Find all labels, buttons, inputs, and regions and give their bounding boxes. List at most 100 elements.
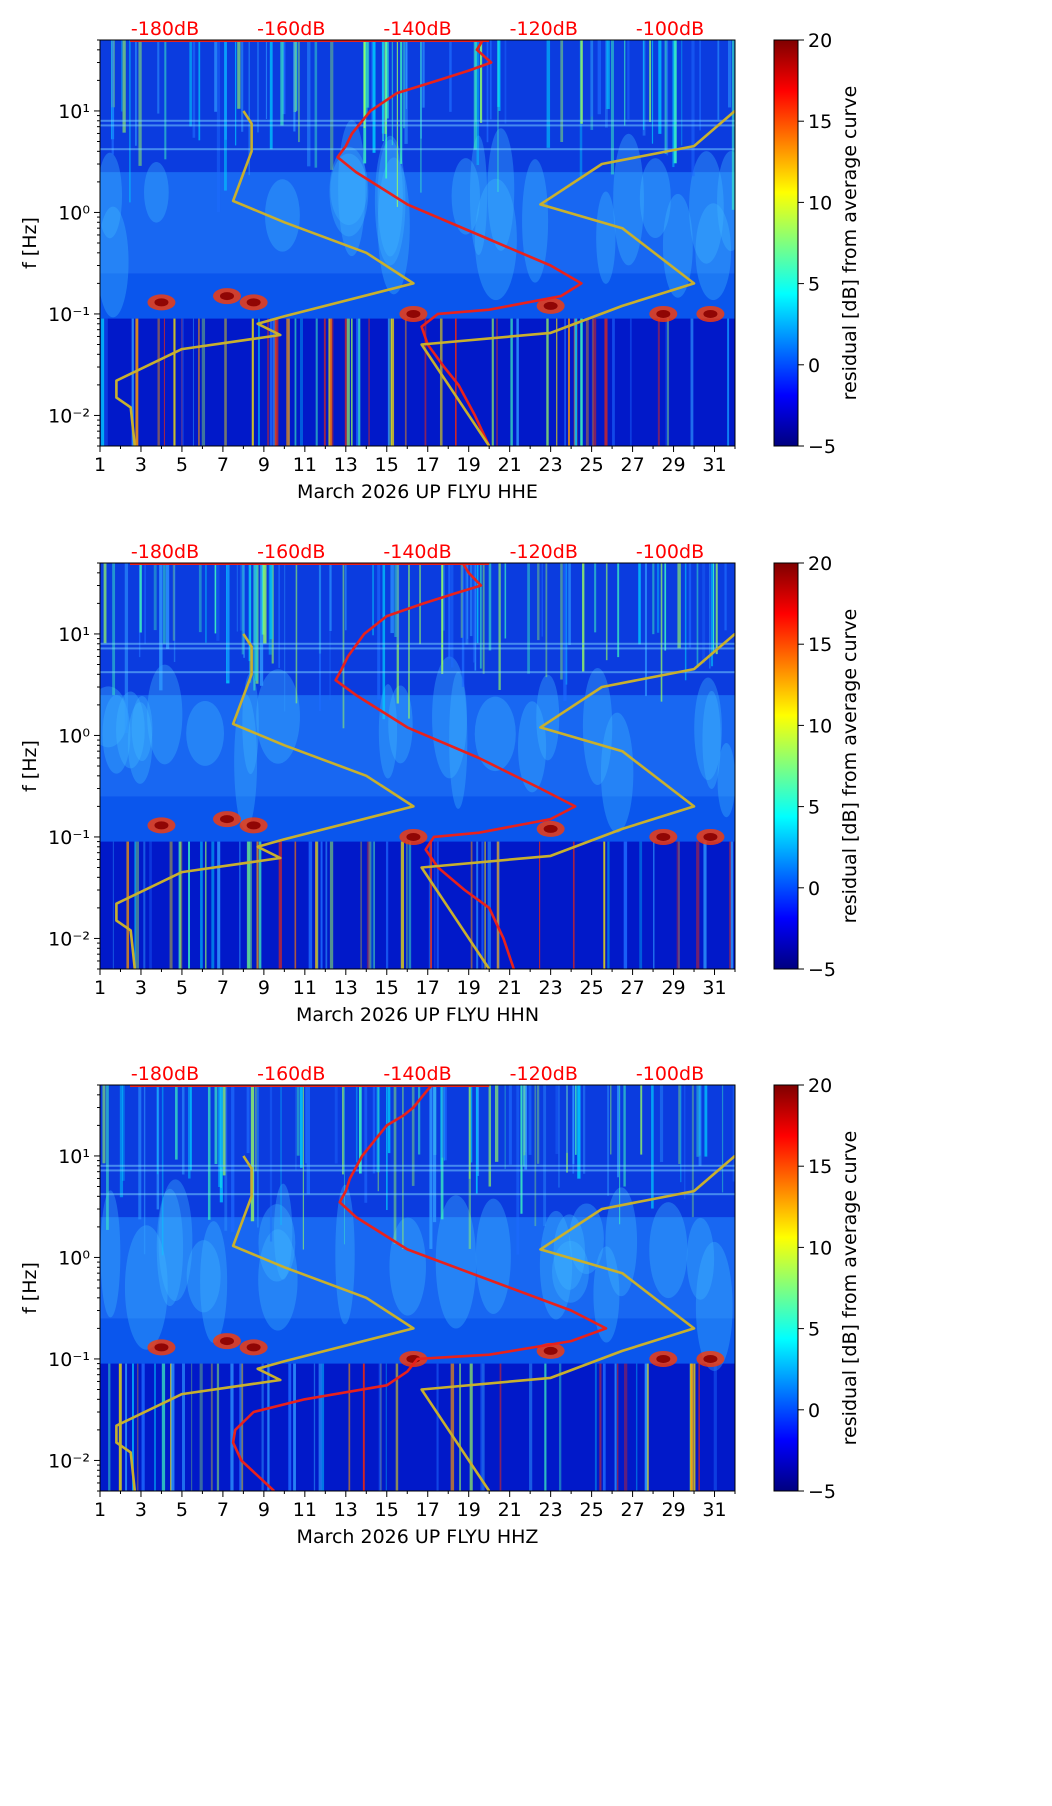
spectral-streak bbox=[161, 1363, 166, 1491]
spectral-streak bbox=[585, 318, 589, 446]
spectral-streak bbox=[498, 40, 501, 111]
spectral-streak bbox=[400, 841, 404, 969]
spectral-streak bbox=[555, 1085, 559, 1154]
spectral-streak bbox=[681, 40, 683, 146]
spectral-streak bbox=[476, 40, 480, 166]
spectral-streak bbox=[516, 318, 519, 446]
spectral-streak bbox=[179, 841, 183, 969]
noise-plume bbox=[389, 1217, 426, 1316]
db-scale-label: -120dB bbox=[510, 18, 578, 40]
x-tick-label: 15 bbox=[375, 1499, 399, 1521]
noise-plume bbox=[596, 191, 616, 284]
noise-plume bbox=[156, 1188, 184, 1307]
x-tick-label: 19 bbox=[457, 977, 481, 999]
spectral-streak bbox=[214, 563, 217, 634]
spectral-streak bbox=[691, 40, 695, 177]
spectral-streak bbox=[422, 40, 425, 108]
spectral-streak bbox=[100, 318, 105, 446]
colorbar bbox=[773, 562, 799, 970]
spectral-streak bbox=[299, 318, 303, 446]
spectral-streak bbox=[305, 1085, 308, 1164]
spectral-streak bbox=[536, 1085, 540, 1164]
spectral-streak bbox=[325, 841, 328, 969]
band-high bbox=[100, 40, 735, 173]
noise-plume bbox=[377, 139, 403, 257]
microseism-core bbox=[656, 832, 671, 841]
spectral-streak bbox=[724, 563, 727, 631]
spectral-streak bbox=[182, 1363, 185, 1491]
noise-plume bbox=[694, 677, 722, 781]
spectral-streak bbox=[172, 563, 176, 641]
spectral-streak bbox=[386, 1085, 388, 1211]
spectral-streak bbox=[406, 841, 408, 969]
spectral-streak bbox=[385, 1363, 387, 1491]
spectral-streak bbox=[450, 563, 454, 668]
spectral-streak bbox=[272, 318, 275, 446]
microseism-core bbox=[703, 309, 718, 318]
x-tick-label: 17 bbox=[416, 454, 440, 476]
spectral-streak bbox=[257, 1085, 259, 1228]
colorbar-tick-label: 20 bbox=[808, 1075, 832, 1097]
x-tick-label: 7 bbox=[217, 454, 229, 476]
spectral-streak bbox=[360, 841, 362, 969]
spectral-streak bbox=[474, 563, 477, 671]
spectral-streak bbox=[121, 1085, 125, 1181]
spectral-streak bbox=[405, 40, 408, 109]
spectral-streak bbox=[699, 40, 701, 131]
x-tick-label: 9 bbox=[258, 977, 270, 999]
y-tick-label: 10¹ bbox=[58, 1146, 90, 1168]
db-scale-label: -120dB bbox=[510, 541, 578, 563]
x-tick-label: 1 bbox=[94, 1499, 106, 1521]
spectral-streak bbox=[330, 40, 334, 170]
x-tick-label: 13 bbox=[334, 977, 358, 999]
microseism-core bbox=[543, 824, 558, 833]
spectral-streak bbox=[156, 1085, 160, 1210]
spectral-streak bbox=[280, 1085, 282, 1226]
spectral-streak bbox=[709, 563, 711, 669]
spectral-streak bbox=[156, 1085, 159, 1175]
spectral-streak bbox=[298, 40, 300, 143]
spectral-streak bbox=[122, 40, 126, 133]
colorbar-tick-label: 5 bbox=[808, 797, 820, 819]
spectral-streak bbox=[224, 318, 227, 446]
x-tick-label: 27 bbox=[620, 454, 644, 476]
spectral-streak bbox=[440, 1085, 442, 1170]
spectral-streak bbox=[545, 563, 548, 678]
x-axis-title: March 2026 UP FLYU HHN bbox=[296, 1004, 539, 1026]
spectral-streak bbox=[237, 40, 241, 109]
spectral-streak bbox=[288, 1363, 292, 1491]
spectral-streak bbox=[594, 563, 597, 633]
db-scale-label: -160dB bbox=[257, 541, 325, 563]
spectral-streak bbox=[159, 563, 163, 691]
microseism-core bbox=[406, 309, 421, 318]
spectral-streak bbox=[181, 1085, 185, 1175]
spectral-streak bbox=[358, 318, 361, 446]
spectral-streak bbox=[251, 318, 254, 446]
noise-plume bbox=[102, 694, 131, 774]
spectral-streak bbox=[253, 563, 256, 691]
colorbar-tick-label: 10 bbox=[808, 715, 832, 737]
spectral-streak bbox=[355, 1085, 358, 1163]
spectral-streak bbox=[678, 1085, 681, 1164]
colorbar-tick-label: 15 bbox=[808, 111, 832, 133]
spectral-streak bbox=[652, 563, 655, 635]
colorbar-tick-label: −5 bbox=[808, 959, 836, 981]
spectral-streak bbox=[644, 563, 647, 697]
noise-plume bbox=[689, 151, 724, 264]
microseism-core bbox=[246, 298, 261, 307]
spectral-streak bbox=[479, 40, 483, 123]
x-tick-label: 25 bbox=[580, 454, 604, 476]
spectral-streak bbox=[241, 40, 244, 132]
noise-plume bbox=[330, 153, 368, 226]
x-tick-label: 23 bbox=[539, 977, 563, 999]
spectral-streak bbox=[163, 318, 165, 446]
colorbar-tick-label: −5 bbox=[808, 436, 836, 458]
spectral-streak bbox=[157, 40, 160, 114]
db-scale-label: -100dB bbox=[636, 1063, 704, 1085]
spectral-streak bbox=[258, 841, 262, 969]
spectral-streak bbox=[582, 563, 585, 672]
spectral-streak bbox=[345, 563, 347, 631]
noise-plume bbox=[435, 1195, 477, 1329]
noise-plume bbox=[605, 1187, 638, 1297]
spectral-streak bbox=[275, 318, 279, 446]
